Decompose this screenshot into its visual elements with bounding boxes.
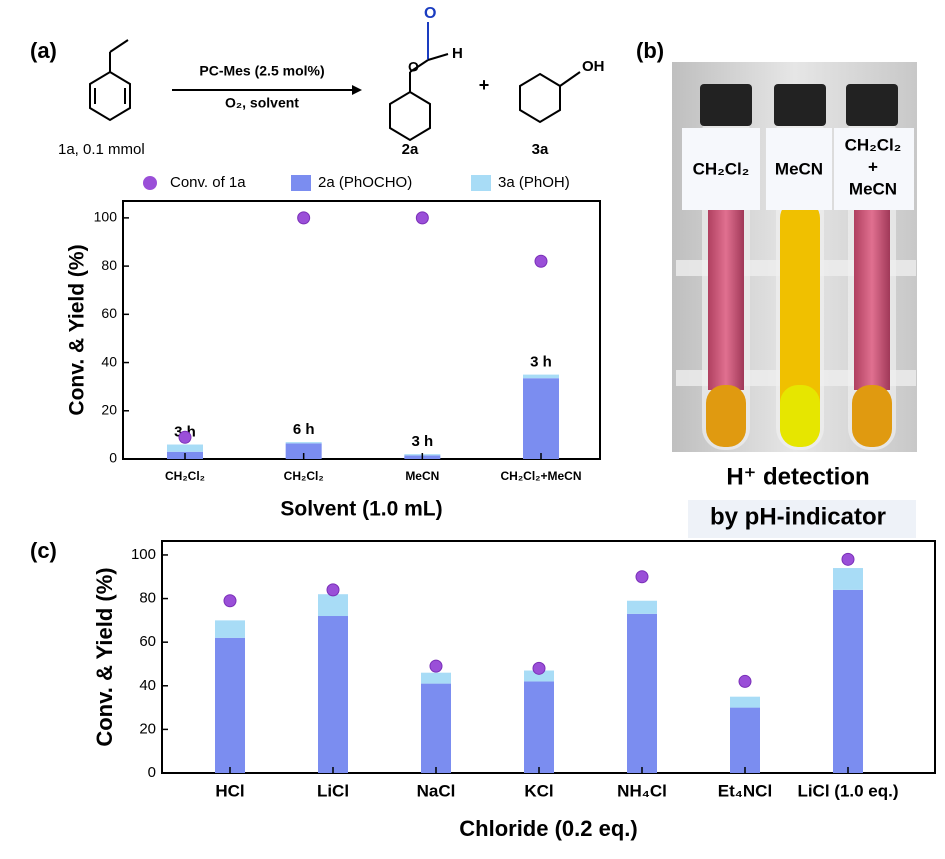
bar (524, 670, 554, 682)
bar (730, 707, 760, 773)
arrowhead (352, 85, 362, 95)
bar (318, 594, 348, 617)
tube-label: + (868, 157, 878, 176)
x-axis-title: Solvent (1.0 mL) (280, 498, 442, 521)
point (841, 552, 855, 566)
x-tick-label: CH₂Cl₂ (165, 469, 205, 483)
point (178, 430, 192, 444)
panel-label: (a) (30, 38, 57, 63)
legend-label: 3a (PhOH) (498, 174, 570, 191)
y-tick-label: 0 (109, 450, 117, 466)
bar (215, 620, 245, 638)
caption-bg (688, 500, 916, 538)
point (534, 254, 548, 268)
atom: OH (582, 58, 605, 75)
bar (421, 683, 451, 773)
x-axis-title: Chloride (0.2 eq.) (459, 816, 637, 841)
bar (627, 600, 657, 614)
x-tick-label: NH₄Cl (617, 781, 667, 800)
reagent: PC-Mes (2.5 mol%) (199, 63, 324, 79)
tube-label: CH₂Cl₂ (845, 135, 902, 154)
x-tick-label: Et₄NCl (718, 781, 772, 800)
y-tick-label: 20 (139, 720, 156, 737)
bar (215, 637, 245, 773)
caption: by pH-indicator (710, 503, 886, 530)
conditions: O₂, solvent (225, 95, 299, 111)
y-tick-label: 40 (139, 677, 156, 694)
y-tick-label: 60 (101, 305, 117, 321)
tubes (676, 84, 916, 450)
atom: O (408, 59, 419, 75)
bar (833, 568, 863, 590)
point (635, 570, 649, 584)
bar-label: 3 h (411, 433, 433, 450)
bar (285, 443, 322, 459)
point (532, 661, 546, 675)
legend-marker (143, 176, 157, 190)
bar (523, 378, 559, 459)
x-tick-label: LiCl (317, 781, 349, 800)
atom: O (424, 5, 436, 22)
point (223, 594, 237, 608)
tube-label: MeCN (775, 159, 823, 178)
atom: H (452, 45, 463, 62)
y-tick-label: 60 (139, 633, 156, 650)
point (415, 211, 429, 225)
y-tick-label: 0 (148, 764, 156, 781)
x-tick-label: CH₂Cl₂ (284, 469, 324, 483)
y-axis-title: Conv. & Yield (%) (66, 244, 89, 415)
bar (285, 442, 322, 444)
y-axis-title: Conv. & Yield (%) (92, 567, 117, 746)
x-tick-label: CH₂Cl₂+MeCN (500, 469, 581, 483)
y-tick-label: 100 (131, 546, 156, 563)
product-label: 2a (402, 141, 419, 158)
x-tick-label: HCl (215, 781, 244, 800)
molecule (89, 22, 581, 142)
legend-label: 2a (PhOCHO) (318, 174, 412, 191)
y-tick-label: 40 (101, 353, 117, 369)
tube-label: CH₂Cl₂ (693, 159, 750, 178)
x-tick-label: KCl (524, 781, 553, 800)
bar (318, 616, 348, 773)
bar-label: 3 h (530, 354, 552, 371)
bar (833, 589, 863, 773)
x-tick-label: MeCN (405, 469, 439, 483)
legend-marker (291, 175, 311, 191)
caption: H⁺ detection (726, 463, 869, 490)
x-tick-label: LiCl (1.0 eq.) (797, 781, 898, 800)
bar (523, 374, 559, 379)
y-tick-label: 20 (101, 401, 117, 417)
point (297, 211, 311, 225)
x-tick-label: NaCl (417, 781, 456, 800)
substrate-label: 1a, 0.1 mmol (58, 141, 145, 158)
y-tick-label: 80 (101, 257, 117, 273)
bar (524, 681, 554, 773)
panel-label: (c) (30, 538, 57, 563)
bar (730, 696, 760, 708)
bar (627, 613, 657, 773)
y-tick-label: 100 (94, 209, 118, 225)
point (326, 583, 340, 597)
y-tick-label: 80 (139, 590, 156, 607)
panel-label: (b) (636, 38, 664, 63)
plus: + (479, 75, 490, 95)
legend-label: Conv. of 1a (170, 174, 246, 191)
tube-label: MeCN (849, 179, 897, 198)
plot-frame (122, 200, 601, 460)
point (429, 659, 443, 673)
bar (421, 672, 451, 684)
bar-label: 6 h (293, 421, 315, 438)
bar (167, 444, 203, 452)
point (738, 674, 752, 688)
product-label: 3a (532, 141, 549, 158)
legend-marker (471, 175, 491, 191)
